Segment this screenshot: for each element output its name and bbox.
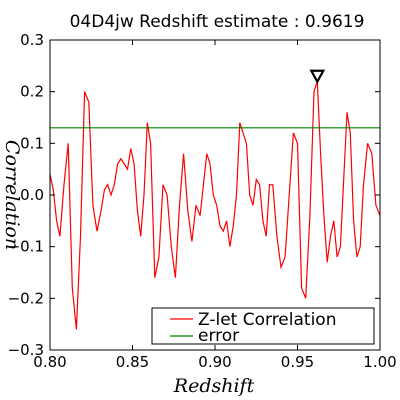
legend-label-z-let-correlation: Z-let Correlation [198, 310, 336, 330]
x-tick-label: 1.00 [363, 353, 396, 371]
chart-title: 04D4jw Redshift estimate : 0.9619 [70, 12, 365, 32]
series-line-z-let-correlation [49, 81, 381, 330]
plot-area: 0.80 0.85 0.90 0.95 1.00 0.3 0.2 0.1 0.0 −0.1 −0.2… [8, 31, 397, 371]
redshift-marker [309, 69, 326, 85]
y-tick-label: −0.3 [8, 341, 44, 359]
x-tick-label: 0.80 [33, 353, 66, 371]
x-tick-label: 0.90 [198, 353, 231, 371]
plot-frame [49, 39, 381, 351]
legend-label-error: error [198, 326, 239, 346]
x-axis-label: Redshift [173, 375, 255, 397]
y-tick-label: 0.0 [20, 186, 44, 204]
y-tick-label: 0.3 [20, 31, 44, 49]
legend: Z-let Correlation error [151, 307, 375, 346]
y-tick-label: 0.2 [20, 83, 44, 101]
x-tick-label: 0.85 [116, 353, 149, 371]
y-axis-label: Correlation [1, 140, 23, 250]
legend-box [151, 307, 375, 345]
y-tick-label: −0.2 [8, 289, 44, 307]
y-tick-label: −0.1 [8, 238, 44, 256]
x-tick-label: 0.95 [281, 353, 314, 371]
y-tick-label: 0.1 [20, 134, 44, 152]
